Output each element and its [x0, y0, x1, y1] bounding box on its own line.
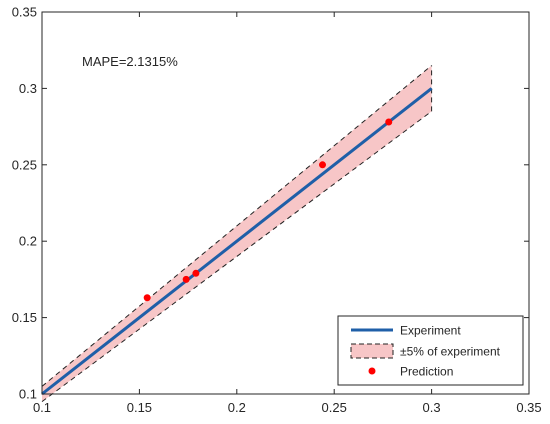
y-axis-ticks: 0.1 0.15 0.2 0.25 0.3 0.35 — [12, 5, 529, 402]
x-tick-label: 0.2 — [228, 400, 246, 415]
x-tick-label: 0.35 — [516, 400, 541, 415]
prediction-points-layer — [143, 118, 393, 302]
legend-band-label: ±5% of experiment — [400, 345, 501, 359]
y-tick-label: 0.2 — [19, 234, 37, 249]
experiment-line — [41, 87, 433, 396]
mape-annotation: MAPE=2.1315% — [82, 54, 178, 69]
legend-prediction-swatch — [368, 367, 376, 375]
prediction-point — [192, 269, 200, 277]
x-tick-label: 0.25 — [322, 400, 347, 415]
x-tick-label: 0.1 — [33, 400, 51, 415]
x-tick-label: 0.3 — [423, 400, 441, 415]
prediction-point — [385, 118, 393, 126]
legend-experiment-label: Experiment — [400, 324, 461, 338]
y-tick-label: 0.35 — [12, 5, 37, 20]
tolerance-upper-edge — [41, 65, 432, 387]
prediction-point — [143, 294, 151, 302]
legend-band-swatch — [350, 343, 394, 359]
y-tick-label: 0.15 — [12, 310, 37, 325]
y-tick-label: 0.3 — [19, 81, 37, 96]
prediction-point — [319, 161, 327, 169]
x-tick-label: 0.15 — [127, 400, 152, 415]
axes — [41, 11, 530, 395]
legend: Experiment ±5% of experiment Prediction — [337, 315, 524, 386]
axes-box — [41, 11, 530, 395]
y-tick-label: 0.25 — [12, 157, 37, 172]
experiment-line-layer — [41, 87, 433, 396]
legend-prediction-label: Prediction — [400, 365, 453, 379]
x-axis-ticks: 0.1 0.15 0.2 0.25 0.3 0.35 — [33, 12, 542, 415]
y-tick-label: 0.1 — [19, 387, 37, 402]
prediction-point — [182, 275, 190, 283]
